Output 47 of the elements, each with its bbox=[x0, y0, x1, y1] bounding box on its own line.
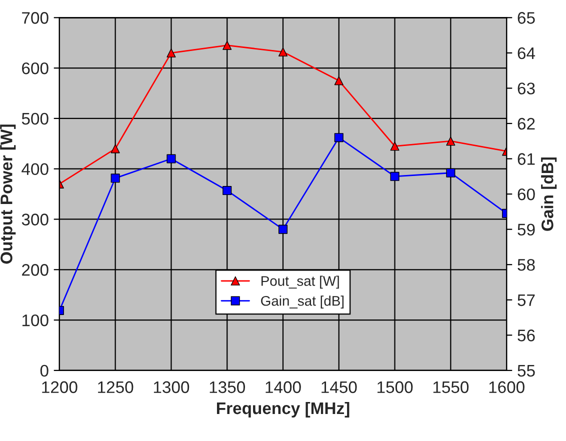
y2-tick-label: 56 bbox=[518, 330, 535, 342]
y2-tick-label: 60 bbox=[518, 188, 535, 200]
x-tick-label: 1550 bbox=[433, 381, 469, 394]
x-tick-label: 1300 bbox=[154, 381, 190, 394]
point bbox=[446, 168, 456, 178]
y2-tick-label: 57 bbox=[518, 294, 535, 306]
point bbox=[334, 133, 344, 142]
point bbox=[222, 40, 232, 50]
legend-label: Gain_sat [dB] bbox=[261, 296, 344, 309]
y2-tick-label: 59 bbox=[518, 224, 535, 236]
y2-tick-label: 63 bbox=[518, 82, 535, 94]
x-axis-title: Frequency [MHz] bbox=[216, 402, 350, 418]
x-tick-label: 1400 bbox=[266, 381, 301, 394]
point bbox=[446, 136, 456, 146]
x-tick-label: 1450 bbox=[322, 381, 357, 394]
x-tick-label: 1600 bbox=[489, 381, 524, 394]
y-tick-label: 600 bbox=[22, 62, 48, 74]
y2-tick-label: 61 bbox=[518, 153, 535, 165]
x-tick-label: 1250 bbox=[98, 381, 134, 394]
y2-axis-title: Gain [dB] bbox=[541, 157, 557, 231]
x-tick-label: 1200 bbox=[42, 381, 78, 394]
y2-tick-label: 65 bbox=[518, 12, 535, 24]
legend-label: Pout_sat [W] bbox=[262, 276, 339, 289]
x-tick-label: 1500 bbox=[378, 381, 413, 394]
point bbox=[390, 142, 400, 151]
x-tick-label: 1350 bbox=[210, 381, 245, 394]
point bbox=[390, 172, 400, 181]
y-tick-label: 200 bbox=[22, 264, 48, 276]
y-tick-label: 300 bbox=[22, 214, 48, 226]
point bbox=[166, 154, 176, 164]
y2-tick-label: 58 bbox=[518, 259, 535, 271]
y2-tick-label: 55 bbox=[518, 365, 535, 377]
point bbox=[110, 174, 120, 183]
point bbox=[222, 186, 232, 196]
y-tick-label: 400 bbox=[22, 163, 48, 176]
y-axis-title: Output Power [W] bbox=[0, 124, 16, 264]
point bbox=[166, 48, 176, 58]
y-tick-label: 0 bbox=[40, 364, 48, 377]
y-tick-label: 700 bbox=[22, 12, 48, 24]
y2-tick-label: 62 bbox=[518, 118, 535, 130]
point bbox=[278, 224, 288, 234]
point bbox=[110, 144, 120, 154]
point bbox=[334, 76, 344, 86]
point bbox=[278, 47, 288, 56]
y-tick-label: 100 bbox=[22, 314, 48, 326]
y-tick-label: 500 bbox=[22, 112, 48, 125]
y2-tick-label: 64 bbox=[518, 47, 536, 60]
